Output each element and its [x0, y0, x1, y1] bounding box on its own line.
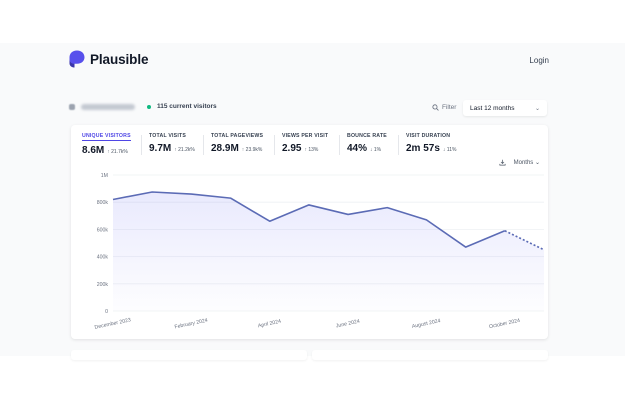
visitors-area-chart: 1M 800k 600k 400k 200k 0 December 2023 February…: [94, 173, 545, 331]
period-label: Last 12 months: [470, 104, 515, 112]
site-domain-blurred: [81, 103, 135, 110]
stat-bounce-rate[interactable]: BOUNCE RATE 44% ↓ 1%: [347, 133, 387, 154]
stat-change: ↑ 13%: [304, 147, 319, 153]
main-graph-card: UNIQUE VISITORS 8.6M ↑ 21.7k% TOTAL VISI…: [71, 125, 548, 339]
stat-value: 28.9M: [211, 143, 239, 154]
stat-change: ↑ 21.7k%: [107, 149, 128, 155]
chevron-down-icon: ⌄: [534, 105, 540, 112]
stat-label: TOTAL VISITS: [149, 133, 186, 139]
download-icon[interactable]: [499, 159, 506, 166]
stat-value: 2.95: [282, 143, 302, 154]
stat-divider: [398, 135, 399, 155]
stat-divider: [339, 135, 340, 155]
logo[interactable]: Plausible: [69, 50, 148, 68]
stat-label: VIEWS PER VISIT: [282, 133, 329, 139]
y-tick-label: 400k: [97, 255, 109, 261]
x-tick-label: August 2024: [411, 318, 441, 330]
stat-value: 8.6M: [82, 145, 105, 156]
y-tick-label: 200k: [97, 282, 109, 288]
stat-change: ↓ 1%: [370, 147, 382, 153]
top-sources-card: [71, 350, 307, 360]
stat-change: ↓ 11%: [442, 147, 457, 153]
stat-label: TOTAL PAGEVIEWS: [211, 133, 264, 139]
live-dot-icon: [147, 104, 151, 109]
chevron-down-icon: ⌄: [534, 160, 540, 166]
filter-label: Filter: [442, 104, 457, 111]
x-tick-label: April 2024: [257, 319, 281, 330]
top-pages-card: [312, 350, 548, 360]
stat-change: ↑ 23.9k%: [241, 147, 263, 153]
plausible-logo-icon: [69, 50, 85, 68]
graph-controls: Months ⌄: [499, 159, 540, 166]
x-tick-label: June 2024: [335, 319, 360, 330]
search-icon: [432, 104, 439, 111]
stat-unique-visitors[interactable]: UNIQUE VISITORS 8.6M ↑ 21.7k%: [82, 133, 131, 156]
interval-label: Months: [513, 160, 534, 166]
x-tick-label: October 2024: [489, 318, 521, 330]
interval-dropdown[interactable]: Months ⌄: [514, 159, 540, 166]
y-tick-label: 800k: [97, 200, 109, 206]
stat-total-pageviews[interactable]: TOTAL PAGEVIEWS 28.9M ↑ 23.9k%: [211, 133, 263, 154]
stat-views-per-visit[interactable]: VIEWS PER VISIT 2.95 ↑ 13%: [282, 133, 328, 154]
period-dropdown[interactable]: Last 12 months ⌄: [463, 100, 547, 116]
login-link[interactable]: Login: [529, 56, 549, 65]
area-fill: [113, 192, 544, 311]
stat-value: 44%: [347, 143, 368, 154]
stat-total-visits[interactable]: TOTAL VISITS 9.7M ↑ 21.2k%: [149, 133, 195, 154]
y-tick-label: 600k: [97, 227, 109, 233]
logo-text: Plausible: [90, 51, 149, 67]
series-line-incomplete: [504, 230, 545, 251]
x-tick-label: December 2023: [94, 317, 131, 331]
y-tick-label: 1M: [101, 173, 108, 179]
stat-divider: [141, 135, 142, 155]
x-tick-label: February 2024: [174, 318, 208, 331]
stat-value: 9.7M: [149, 143, 172, 154]
stat-label: BOUNCE RATE: [347, 133, 387, 139]
y-tick-label: 0: [105, 309, 108, 315]
stat-value: 2m 57s: [406, 143, 440, 154]
stat-label: UNIQUE VISITORS: [82, 133, 131, 141]
stat-label: VISIT DURATION: [406, 133, 451, 139]
site-favicon-icon: [69, 103, 75, 110]
stat-visit-duration[interactable]: VISIT DURATION 2m 57s ↓ 11%: [406, 133, 456, 154]
stat-divider: [203, 135, 204, 155]
stat-divider: [274, 135, 275, 155]
current-visitors[interactable]: 115 current visitors: [157, 103, 217, 110]
stat-change: ↑ 21.2k%: [174, 147, 195, 153]
filter-button[interactable]: Filter: [432, 104, 456, 111]
site-selector[interactable]: 115 current visitors: [69, 103, 217, 110]
